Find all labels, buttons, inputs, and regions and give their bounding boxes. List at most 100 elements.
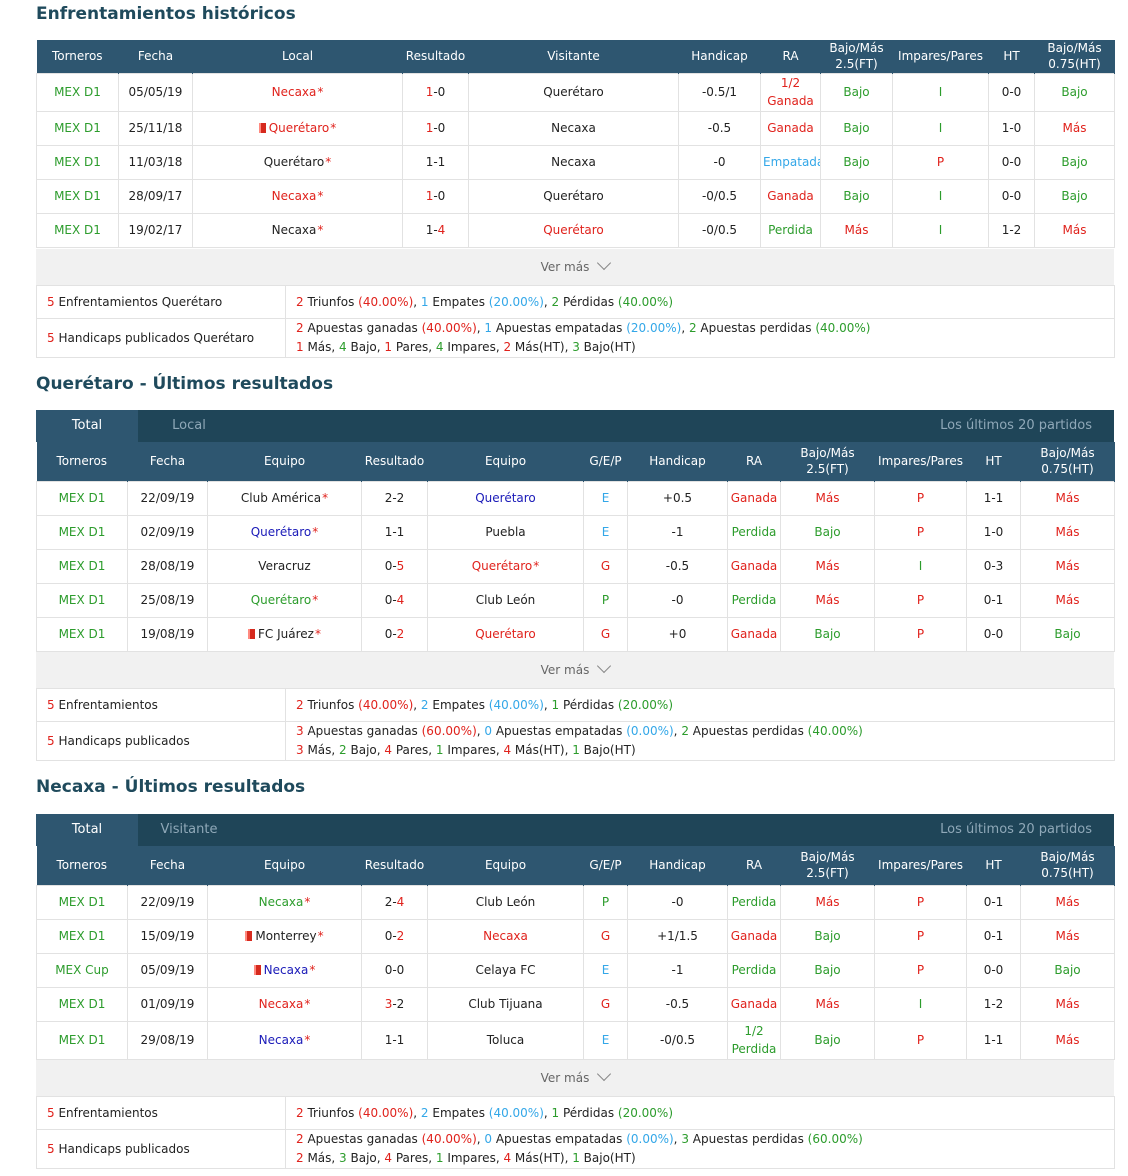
team-name[interactable]: Necaxa xyxy=(271,85,317,99)
team-name[interactable]: Club León xyxy=(475,593,536,607)
league-cell[interactable]: MEX D1 xyxy=(36,616,128,652)
league-cell[interactable]: MEX D1 xyxy=(36,1020,128,1060)
home-team-cell[interactable]: Querétaro* xyxy=(207,582,362,618)
score-cell[interactable]: 1-1 xyxy=(361,1020,428,1060)
home-team-cell[interactable]: Necaxa* xyxy=(192,72,403,112)
score-cell[interactable]: 2-4 xyxy=(361,884,428,920)
away-team-cell[interactable]: Toluca xyxy=(427,1020,584,1060)
league-cell[interactable]: MEX D1 xyxy=(36,212,119,248)
team-name[interactable]: Club Tijuana xyxy=(468,997,543,1011)
tab-total[interactable]: Total xyxy=(36,814,138,846)
score-cell[interactable]: 1-1 xyxy=(361,514,428,550)
score-cell[interactable]: 0-4 xyxy=(361,582,428,618)
away-team-cell[interactable]: Querétaro xyxy=(427,616,584,652)
team-name[interactable]: Necaxa xyxy=(258,895,304,909)
team-name[interactable]: Necaxa xyxy=(551,121,596,135)
team-name[interactable]: Toluca xyxy=(486,1033,525,1047)
away-team-cell[interactable]: Club León xyxy=(427,884,584,920)
league-cell[interactable]: MEX D1 xyxy=(36,178,119,214)
team-name[interactable]: Celaya FC xyxy=(475,963,536,977)
away-team-cell[interactable]: Puebla xyxy=(427,514,584,550)
score-cell[interactable]: 0-5 xyxy=(361,548,428,584)
league-cell[interactable]: MEX D1 xyxy=(36,144,119,180)
away-team-cell[interactable]: Celaya FC xyxy=(427,952,584,988)
score-cell[interactable]: 1-0 xyxy=(402,178,469,214)
away-team-cell[interactable]: Querétaro xyxy=(468,72,679,112)
team-name[interactable]: Club América xyxy=(240,491,322,505)
league-cell[interactable]: MEX D1 xyxy=(36,514,128,550)
away-team-cell[interactable]: Querétaro* xyxy=(427,548,584,584)
away-team-cell[interactable]: Querétaro xyxy=(468,212,679,248)
score-cell[interactable]: 2-2 xyxy=(361,480,428,516)
home-team-cell[interactable]: Necaxa* xyxy=(207,1020,362,1060)
team-name[interactable]: Necaxa xyxy=(551,155,596,169)
team-name[interactable]: Querétaro xyxy=(543,223,604,237)
score-cell[interactable]: 1-1 xyxy=(402,144,469,180)
team-name[interactable]: Querétaro xyxy=(263,155,325,169)
score-cell[interactable]: 0-2 xyxy=(361,616,428,652)
home-team-cell[interactable]: Necaxa* xyxy=(207,884,362,920)
away-team-cell[interactable]: Querétaro xyxy=(468,178,679,214)
team-name[interactable]: Necaxa xyxy=(483,929,528,943)
score-cell[interactable]: 1-4 xyxy=(402,212,469,248)
last-matches-filter[interactable]: Los últimos 20 partidos xyxy=(940,418,1092,433)
show-more-h2h[interactable]: Ver más xyxy=(36,249,1114,285)
league-cell[interactable]: MEX D1 xyxy=(36,480,128,516)
team-name[interactable]: Querétaro xyxy=(250,593,312,607)
team-name[interactable]: Club León xyxy=(475,895,536,909)
home-team-cell[interactable]: Querétaro* xyxy=(192,110,403,146)
league-cell[interactable]: MEX D1 xyxy=(36,918,128,954)
away-team-cell[interactable]: Club León xyxy=(427,582,584,618)
home-team-cell[interactable]: Necaxa* xyxy=(207,952,362,988)
team-name[interactable]: Querétaro xyxy=(543,85,604,99)
home-team-cell[interactable]: Monterrey* xyxy=(207,918,362,954)
score-cell[interactable]: 1-0 xyxy=(402,72,469,112)
show-more-queretaro[interactable]: Ver más xyxy=(36,652,1114,688)
last-matches-filter[interactable]: Los últimos 20 partidos xyxy=(940,822,1092,837)
team-name[interactable]: Necaxa xyxy=(258,1033,304,1047)
score-cell[interactable]: 0-2 xyxy=(361,918,428,954)
league-cell[interactable]: MEX Cup xyxy=(36,952,128,988)
home-team-cell[interactable]: Necaxa* xyxy=(192,178,403,214)
league-cell[interactable]: MEX D1 xyxy=(36,582,128,618)
team-name[interactable]: Querétaro xyxy=(475,627,536,641)
league-cell[interactable]: MEX D1 xyxy=(36,884,128,920)
team-name[interactable]: Querétaro xyxy=(268,121,330,135)
home-team-cell[interactable]: FC Juárez* xyxy=(207,616,362,652)
league-cell[interactable]: MEX D1 xyxy=(36,110,119,146)
home-team-cell[interactable]: Necaxa* xyxy=(192,212,403,248)
team-name[interactable]: Querétaro xyxy=(543,189,604,203)
score-cell[interactable]: 0-0 xyxy=(361,952,428,988)
team-name[interactable]: Necaxa xyxy=(258,997,304,1011)
team-name[interactable]: Puebla xyxy=(485,525,526,539)
team-name[interactable]: Monterrey xyxy=(255,929,317,943)
tab-local[interactable]: Local xyxy=(172,418,206,433)
away-team-cell[interactable]: Querétaro xyxy=(427,480,584,516)
team-name[interactable]: Necaxa xyxy=(263,963,309,977)
team-name[interactable]: FC Juárez xyxy=(258,627,314,641)
home-team-cell[interactable]: Club América* xyxy=(207,480,362,516)
team-name[interactable]: Querétaro xyxy=(475,491,536,505)
team-name[interactable]: Necaxa xyxy=(271,189,317,203)
tab-total[interactable]: Total xyxy=(36,410,138,442)
league-cell[interactable]: MEX D1 xyxy=(36,72,119,112)
team-name[interactable]: Necaxa xyxy=(271,223,317,237)
team-name[interactable]: Veracruz xyxy=(258,559,311,573)
score-cell[interactable]: 1-0 xyxy=(402,110,469,146)
home-team-cell[interactable]: Necaxa* xyxy=(207,986,362,1022)
league-cell[interactable]: MEX D1 xyxy=(36,548,128,584)
column-header: Resultado xyxy=(361,846,428,885)
home-team-cell[interactable]: Querétaro* xyxy=(192,144,403,180)
away-team-cell[interactable]: Necaxa xyxy=(468,144,679,180)
home-team-cell[interactable]: Veracruz xyxy=(207,548,362,584)
show-more-necaxa[interactable]: Ver más xyxy=(36,1060,1114,1096)
tab-visitante[interactable]: Visitante xyxy=(160,822,218,837)
away-team-cell[interactable]: Necaxa xyxy=(427,918,584,954)
away-team-cell[interactable]: Club Tijuana xyxy=(427,986,584,1022)
away-team-cell[interactable]: Necaxa xyxy=(468,110,679,146)
score-cell[interactable]: 3-2 xyxy=(361,986,428,1022)
team-name[interactable]: Querétaro xyxy=(250,525,312,539)
home-team-cell[interactable]: Querétaro* xyxy=(207,514,362,550)
league-cell[interactable]: MEX D1 xyxy=(36,986,128,1022)
team-name[interactable]: Querétaro xyxy=(471,559,533,573)
